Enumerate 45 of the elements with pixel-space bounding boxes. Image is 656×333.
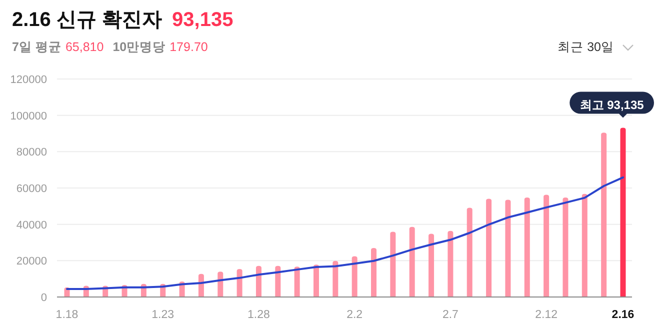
bar [505,200,511,297]
bar [620,128,626,297]
x-tick-label: 2.2 [346,309,363,321]
y-tick-label: 40000 [16,219,47,232]
bar [544,194,550,297]
bar [486,198,492,297]
bar [371,248,377,297]
y-tick-label: 100000 [10,110,47,122]
annotation: 최고 93,135 [580,98,644,112]
y-tick-label: 60000 [16,183,47,195]
bar [390,232,396,297]
y-tick-label: 120000 [10,74,47,86]
bar [294,266,300,297]
x-tick-label: 2.16 [612,309,634,321]
bar [352,256,358,297]
bar [601,132,607,297]
x-tick-label: 2.12 [535,309,558,321]
bar [448,230,454,297]
chart-subtitle: 93,135 [172,9,234,31]
text: 최근 30일 [558,40,614,54]
y-tick-label: 20000 [16,256,47,268]
bar [524,197,530,297]
text: 10만명당 [112,40,166,54]
text: 7일 평균 [12,40,62,54]
x-tick-label: 2.7 [442,309,458,321]
x-tick-label: 1.18 [56,309,78,321]
x-tick-label: 1.28 [248,309,270,321]
bar [332,260,338,297]
bar [256,266,262,297]
bar [218,272,224,297]
bar [428,234,434,297]
bar [409,226,415,297]
y-tick-label: 80000 [16,146,47,159]
y-tick-label: 0 [40,292,47,304]
bar [275,266,281,297]
bar [466,208,472,297]
bar [562,197,568,297]
x-tick-label: 1.23 [152,309,174,321]
chart-title: 2.16 신규 확진자 [12,9,162,31]
line-series [66,176,624,290]
bar [582,194,588,297]
bar [236,269,242,297]
text: 179.70 [170,40,208,54]
text: 65,810 [65,40,104,54]
bar [313,264,319,297]
